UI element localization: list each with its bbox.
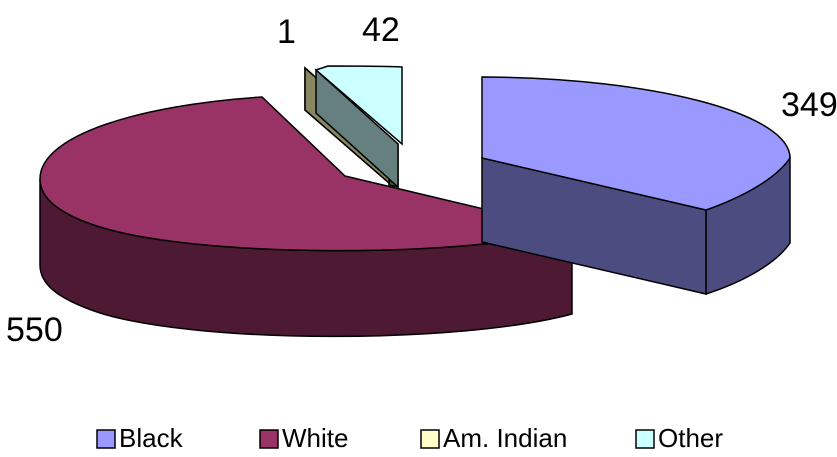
data-label-white: 550 bbox=[6, 311, 63, 349]
pie-slice-other bbox=[314, 65, 403, 189]
legend-item-other: Other bbox=[635, 423, 723, 453]
legend-label-white: White bbox=[282, 423, 348, 453]
data-label-other: 42 bbox=[362, 11, 400, 49]
pie-slices bbox=[39, 65, 791, 338]
legend-swatch-black bbox=[96, 429, 116, 449]
pie-slice-white bbox=[39, 96, 573, 338]
legend-item-white: White bbox=[259, 423, 348, 453]
data-label-am-indian: 1 bbox=[277, 13, 296, 51]
pie-slice-black-top bbox=[481, 76, 791, 211]
legend-swatch-am-indian bbox=[420, 429, 440, 449]
data-labels: 349 550 1 42 bbox=[6, 11, 837, 349]
legend-label-other: Other bbox=[658, 423, 723, 453]
legend-label-am-indian: Am. Indian bbox=[443, 423, 567, 453]
pie-slice-black bbox=[481, 76, 791, 296]
legend-swatch-other bbox=[635, 429, 655, 449]
pie-slice-other-side bbox=[315, 68, 399, 189]
legend-item-black: Black bbox=[96, 423, 184, 453]
pie-slice-other-top bbox=[314, 65, 403, 146]
pie-slice-white-top bbox=[39, 96, 573, 252]
legend-swatch-white bbox=[259, 429, 279, 449]
legend-label-black: Black bbox=[119, 423, 184, 453]
legend-item-am-indian: Am. Indian bbox=[420, 423, 567, 453]
data-label-black: 349 bbox=[781, 86, 837, 124]
legend: Black White Am. Indian Other bbox=[96, 423, 723, 453]
